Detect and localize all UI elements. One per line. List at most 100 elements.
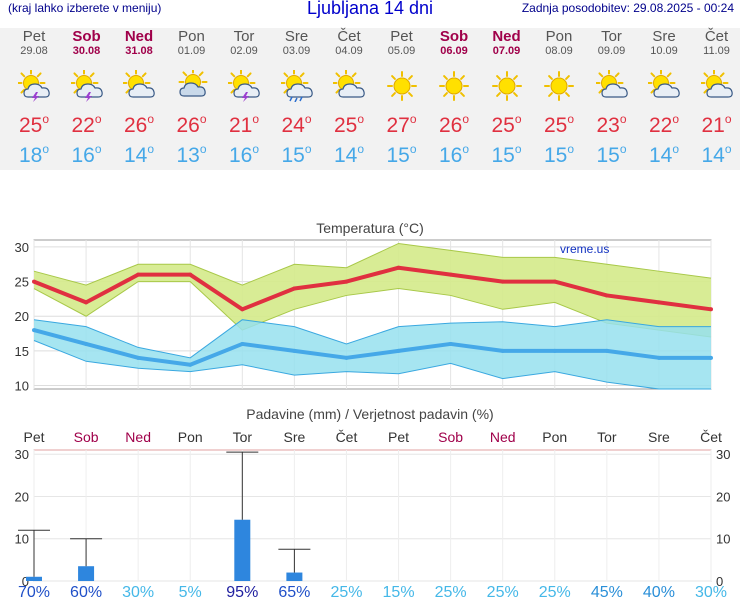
band-lower-edge (33, 281, 712, 338)
sun-icon (439, 71, 469, 101)
max-temperature-value: 25 (491, 114, 515, 137)
sun-ray (495, 75, 501, 80)
precipitation-probability: 30% (695, 584, 727, 600)
max-temperature-value: 26 (176, 114, 200, 137)
lightning-bolt (84, 92, 92, 102)
precipitation-probability: 25% (539, 584, 571, 600)
sun-cloud-icon (700, 70, 733, 98)
max-temperature-value: 24 (281, 114, 305, 137)
sun-ray (565, 75, 570, 80)
sun-ray (597, 72, 603, 78)
sun-cloud-icon (123, 70, 155, 98)
sun-ray (443, 92, 448, 97)
max-temperature: 25o (481, 112, 533, 138)
min-temperature-value: 14 (333, 144, 358, 167)
min-temperature-point (292, 348, 297, 353)
max-temperature: 22o (638, 112, 690, 138)
min-temperature: 13o (166, 142, 218, 168)
y-tick-label-left: 30 (15, 447, 29, 462)
cloud-shape (178, 82, 206, 97)
degree-sign: o (357, 112, 365, 126)
day-column: Pon 01.09 26o 13o (166, 28, 218, 167)
min-temperature-value: 15 (281, 144, 305, 167)
precipitation-bar (78, 566, 95, 581)
cloud-sun-icon (178, 70, 207, 97)
sun-ray (702, 88, 708, 94)
degree-sign: o (94, 112, 102, 126)
precipitation-probability: 25% (487, 584, 519, 600)
sun-ray (141, 72, 147, 78)
day-column: Pon 08.09 25o 15o (533, 28, 585, 167)
min-temperature-point (448, 341, 453, 346)
min-temperature-point (136, 355, 141, 360)
sun-ray (282, 72, 288, 78)
precipitation-chart-title: Padavine (mm) / Verjetnost padavin (%) (246, 406, 493, 422)
rain-drop (298, 96, 303, 102)
min-temperature-value: 15 (386, 144, 410, 167)
last-update: Zadnja posodobitev: 29.08.2025 - 00:24 (521, 1, 734, 15)
day-name: Čet (704, 28, 729, 45)
cloud-outline (705, 83, 733, 98)
day-column: Sre 03.09 24o 15o (271, 28, 323, 167)
min-temperature-point (604, 348, 609, 353)
min-temperature-point (500, 348, 505, 353)
min-temperature-value: 16 (71, 144, 95, 167)
header-bar: (kraj lahko izberete v meniju) Ljubljana… (0, 0, 740, 22)
min-temperature: 14o (323, 142, 375, 168)
sun-ray (548, 92, 553, 97)
y-tick-label-left: 10 (15, 532, 29, 547)
sun-ray (335, 72, 341, 78)
day-date: 09.09 (597, 45, 626, 57)
cloud-shape (705, 83, 733, 98)
degree-sign: o (252, 142, 260, 156)
day-name: Sre (652, 28, 676, 45)
sun-ray (246, 72, 252, 78)
x-tick-label: Ned (490, 429, 516, 445)
band-upper-edge (33, 319, 711, 359)
sun-ray (198, 71, 204, 77)
y-tick-label-right: 0 (716, 574, 723, 589)
max-temperature-value: 21 (701, 114, 725, 137)
day-name: Ned (492, 28, 521, 45)
sun-cloud-rain-icon (280, 70, 313, 102)
max-temperature-point (136, 272, 141, 277)
day-name: Sob (439, 28, 469, 45)
sun-ray (650, 88, 656, 94)
day-name: Čet (337, 28, 361, 45)
min-temperature-point (656, 355, 661, 360)
max-temperature: 26o (113, 112, 165, 138)
precipitation-probability: 30% (122, 584, 154, 600)
day-date: 04.09 (335, 45, 363, 57)
degree-sign: o (619, 112, 627, 126)
max-temperature: 25o (533, 112, 585, 138)
precipitation-probability: 5% (179, 584, 202, 600)
rain-drop (293, 97, 298, 102)
day-column: Sre 10.09 22o 14o (638, 28, 690, 167)
min-temperature-line (33, 328, 711, 367)
max-temperature-point (292, 286, 297, 291)
x-tick-label: Ned (125, 429, 151, 445)
sun-ray (351, 72, 357, 78)
min-temperature-point (344, 355, 349, 360)
max-temperature-value: 25 (333, 114, 358, 137)
watermark: vreme.us (560, 242, 609, 256)
degree-sign: o (409, 112, 417, 126)
degree-sign: o (514, 142, 522, 156)
max-temperature: 25o (323, 112, 375, 138)
degree-sign: o (409, 142, 417, 156)
min-temperature: 15o (586, 142, 638, 168)
sun-ray (181, 71, 187, 77)
max-temperature-point (84, 300, 89, 305)
precipitation-probability: 95% (226, 584, 258, 600)
day-date: 08.09 (545, 45, 573, 57)
x-tick-label: Pet (388, 429, 409, 445)
day-name: Pon (178, 28, 205, 45)
forecast-strip: Pet 29.08 25o 18o Sob 30.08 22o 16o Ned 31.08 26o 1… (0, 28, 740, 170)
cloud-outline (75, 83, 103, 98)
degree-sign: o (147, 112, 155, 126)
sun-ray (390, 75, 396, 80)
plot-area (33, 449, 712, 582)
location-hint: (kraj lahko izberete v meniju) (8, 1, 162, 15)
x-tick-label: Pon (542, 429, 567, 445)
y-tick-label: 10 (15, 379, 29, 394)
